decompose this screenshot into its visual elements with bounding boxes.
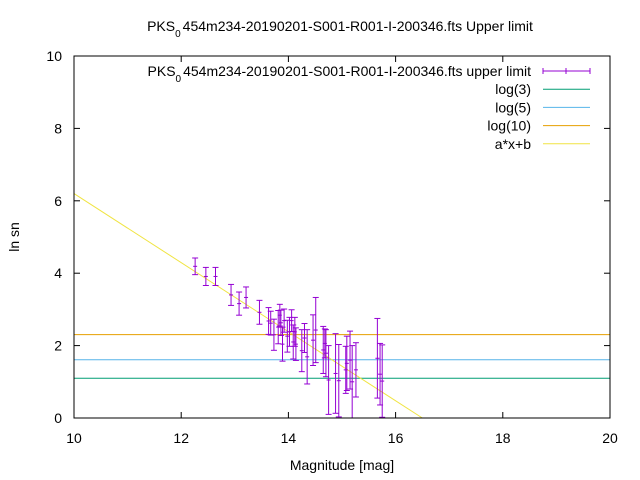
data-point (236, 291, 243, 316)
data-point (379, 344, 386, 418)
y-tick-label: 0 (54, 410, 62, 426)
legend-label-suffix: 454m234-20190201-S001-R001-I-200346.fts … (183, 63, 531, 79)
y-tick-label: 6 (54, 193, 62, 209)
data-point (292, 327, 299, 361)
data-point (202, 266, 209, 287)
data-point (352, 342, 359, 398)
data-point (291, 316, 298, 347)
data-point (298, 329, 305, 373)
legend-label: PKS0454m234-20190201-S001-R001-I-200346.… (148, 63, 532, 85)
data-point (332, 333, 339, 414)
legend-label-prefix: PKS (148, 63, 176, 79)
legend-label: log(10) (487, 118, 531, 134)
x-tick-label: 18 (495, 430, 511, 446)
y-tick-label: 8 (54, 120, 62, 136)
data-point (304, 329, 311, 385)
y-tick-label: 2 (54, 338, 62, 354)
legend-label: a*x+b (495, 136, 531, 152)
series-group (73, 193, 610, 419)
x-tick-label: 10 (66, 430, 82, 446)
legend-label: log(5) (495, 99, 531, 115)
plot-border (73, 55, 611, 419)
data-point (342, 345, 349, 394)
data-point (243, 286, 250, 309)
data-point (347, 330, 354, 390)
x-tick-label: 16 (388, 430, 404, 446)
legend-label: log(3) (495, 81, 531, 97)
data-point (343, 335, 350, 391)
legend-label-subscript: 0 (176, 74, 182, 85)
x-tick-label: 12 (173, 430, 189, 446)
data-point (325, 345, 332, 415)
x-axis-label: Magnitude [mag] (290, 457, 394, 473)
data-point (192, 257, 199, 276)
data-point (270, 318, 277, 351)
data-point (374, 317, 381, 399)
legend: PKS0454m234-20190201-S001-R001-I-200346.… (148, 63, 591, 152)
x-tick-label: 20 (602, 430, 618, 446)
data-point (310, 314, 317, 367)
chart-title: PKS0454m234-20190201-S001-R001-I-200346.… (147, 18, 533, 40)
y-tick-label: 4 (54, 265, 62, 281)
data-point (322, 329, 329, 378)
y-tick-label: 10 (46, 48, 62, 64)
data-point (335, 344, 342, 418)
data-point (301, 323, 308, 353)
y-axis-label: ln sn (6, 222, 22, 252)
data-point (312, 296, 319, 364)
x-tick-label: 14 (281, 430, 297, 446)
data-point (228, 283, 235, 306)
data-point (256, 299, 263, 325)
plot-area: 10 12 14 16 18 20 0 2 4 6 8 10 (46, 48, 618, 446)
data-point (212, 266, 219, 287)
fit-line (73, 193, 423, 419)
